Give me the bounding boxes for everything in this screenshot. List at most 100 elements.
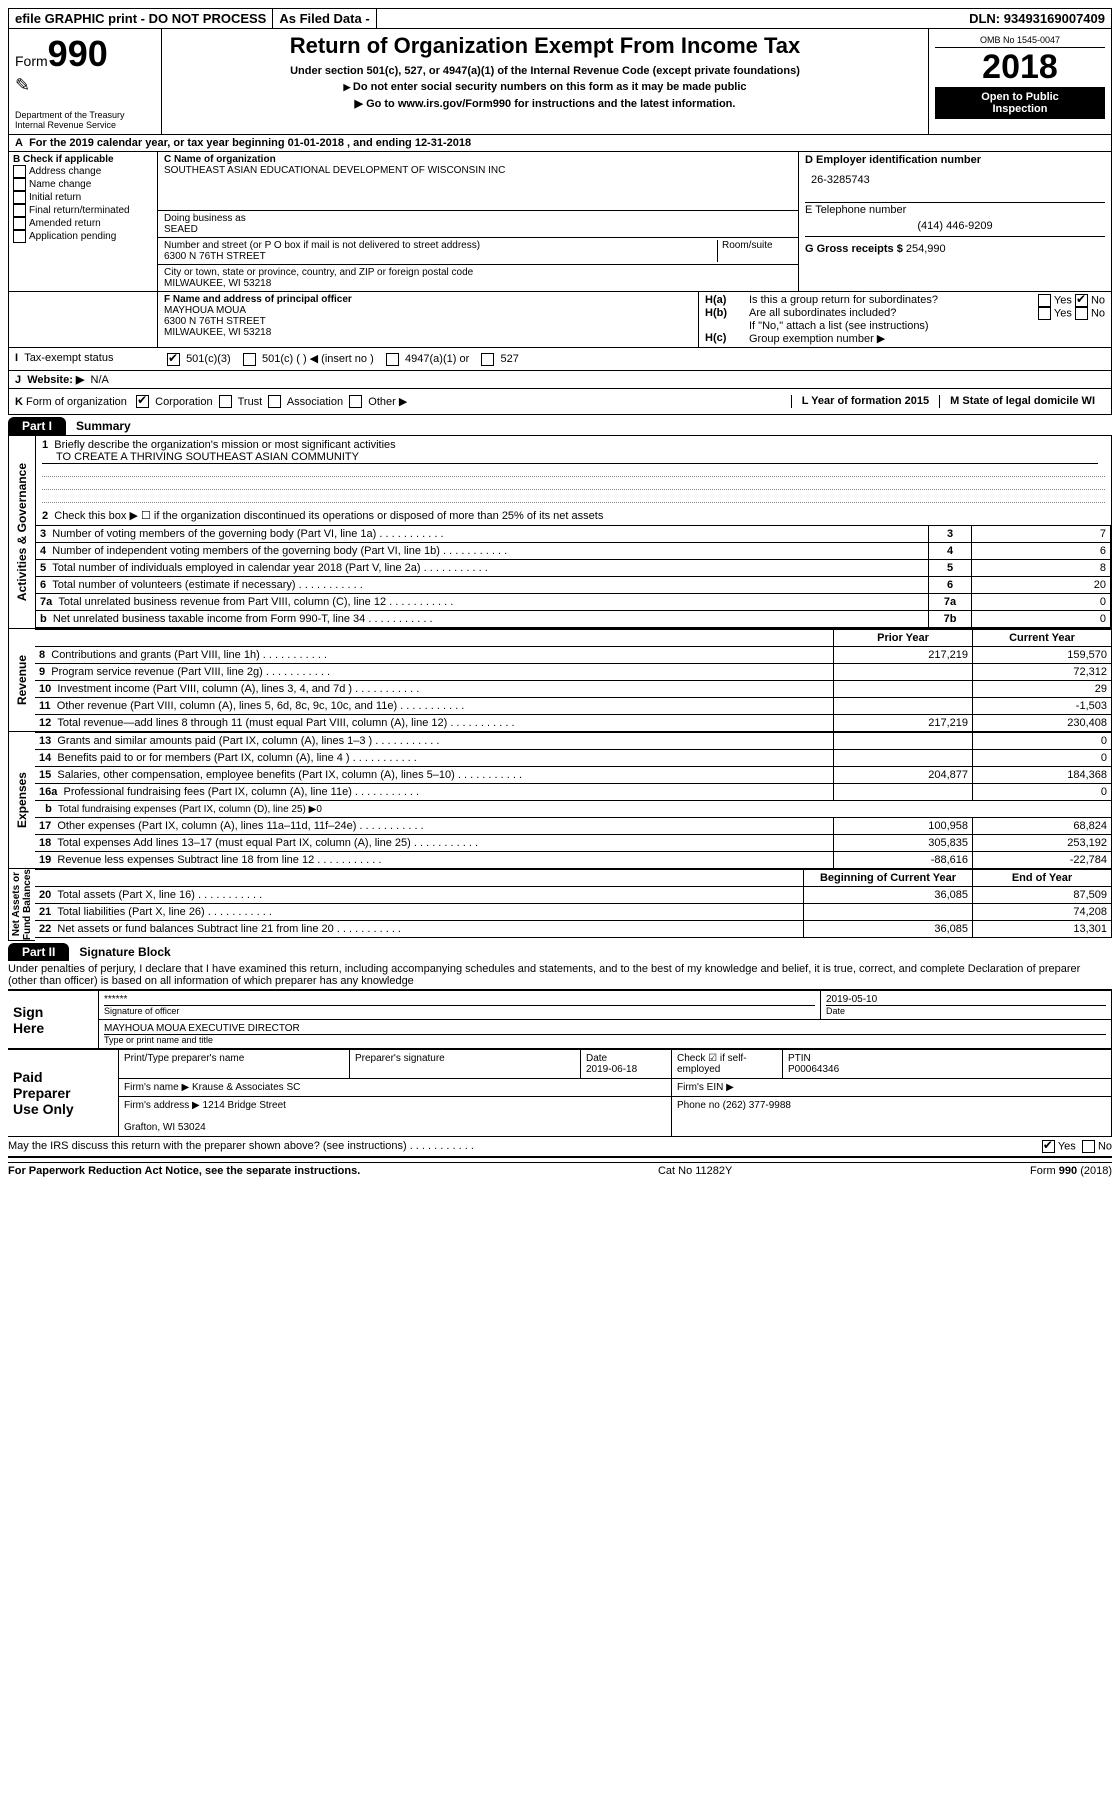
cb-assoc[interactable]: Association [268,396,343,408]
cb-pending[interactable]: Application pending [13,230,153,243]
footer-left: For Paperwork Reduction Act Notice, see … [8,1165,360,1177]
cb-trust[interactable]: Trust [219,396,263,408]
cb-other[interactable]: Other ▶ [349,396,407,408]
cb-initial-return[interactable]: Initial return [13,191,153,204]
box-h: H(a)Is this a group return for subordina… [698,292,1111,347]
gross-receipts: G Gross receipts $ 254,990 [805,243,1105,255]
rev-side-label: Revenue [15,655,29,705]
phone-label: E Telephone number [805,204,1105,216]
city-label: City or town, state or province, country… [164,267,473,278]
officer-addr1: 6300 N 76TH STREET [164,316,266,327]
gov-side-label: Activities & Governance [15,463,29,601]
box-c: C Name of organization SOUTHEAST ASIAN E… [158,152,798,291]
discuss-no[interactable]: No [1082,1140,1112,1153]
net-section: Net Assets or Fund Balances Beginning of… [8,869,1112,941]
line-i: I Tax-exempt status 501(c)(3) 501(c) ( )… [8,348,1112,371]
top-bar: efile GRAPHIC print - DO NOT PROCESS As … [8,8,1112,29]
website-value: N/A [91,374,109,386]
preparer-name-hdr: Print/Type preparer's name [119,1050,350,1079]
dba-value: SEAED [164,224,198,235]
ptin-value: P00064346 [788,1064,839,1075]
self-employed: Check ☑ if self-employed [672,1050,783,1079]
box-deg: D Employer identification number 26-3285… [798,152,1111,291]
part1-title: Summary [66,419,131,433]
hb-no[interactable]: No [1075,307,1105,320]
box-b-title: B Check if applicable [13,154,153,165]
subtitle-2: Do not enter social security numbers on … [168,81,922,93]
omb-number: OMB No 1545-0047 [935,33,1105,48]
cb-501c[interactable]: 501(c) ( ) ◀ (insert no ) [243,353,374,365]
ein-value: 26-3285743 [811,174,1105,186]
open-inspection: Open to Public Inspection [935,87,1105,119]
line-a: A For the 2019 calendar year, or tax yea… [8,135,1112,152]
firm-name-label: Firm's name ▶ [124,1082,189,1093]
org-name: SOUTHEAST ASIAN EDUCATIONAL DEVELOPMENT … [164,165,505,176]
cb-address-change[interactable]: Address change [13,165,153,178]
officer-label: F Name and address of principal officer [164,294,352,305]
sig-label: Signature of officer [104,1005,815,1016]
box-b: B Check if applicable Address change Nam… [9,152,158,291]
discuss-yes[interactable]: Yes [1042,1140,1076,1153]
officer-sig-name-label: Type or print name and title [104,1034,1106,1045]
section-b-g: B Check if applicable Address change Nam… [8,152,1112,292]
officer-name: MAYHOUA MOUA [164,305,246,316]
rev-section: Revenue Prior YearCurrent Year8 Contribu… [8,629,1112,732]
sub3-post: for instructions and the latest informat… [511,98,735,110]
cb-501c3[interactable]: 501(c)(3) [167,353,231,365]
page-footer: For Paperwork Reduction Act Notice, see … [8,1162,1112,1177]
hb-yes[interactable]: Yes [1038,307,1072,320]
sig-date-label: Date [826,1005,1106,1016]
prep-date: 2019-06-18 [586,1064,637,1075]
firm-ein: Firm's EIN ▶ [672,1079,1112,1097]
asfiled-label: As Filed Data - [273,9,376,28]
cb-4947[interactable]: 4947(a)(1) or [386,353,469,365]
sig-redacted: ****** [104,994,815,1005]
form-header: Form990 ✎ Department of the Treasury Int… [8,29,1112,135]
exp-side-label: Expenses [15,772,29,828]
ptin-label: PTIN [788,1053,811,1064]
line-klm: K Form of organization Corporation Trust… [8,389,1112,416]
dln: DLN: 93493169007409 [963,9,1111,28]
firm-phone-label: Phone no [677,1100,723,1111]
line1-label: Briefly describe the organization's miss… [54,439,395,451]
cb-final-return[interactable]: Final return/terminated [13,204,153,217]
cb-name-change[interactable]: Name change [13,178,153,191]
section-f-h: F Name and address of principal officer … [8,292,1112,348]
subtitle-3: ▶ Go to www.irs.gov/Form990 for instruct… [168,97,922,110]
part1-tab: Part I [8,417,66,435]
efile-label: efile GRAPHIC print - DO NOT PROCESS [9,9,273,28]
state-domicile: M State of legal domicile WI [939,395,1105,409]
tax-year: 2018 [935,48,1105,87]
addr-value: 6300 N 76TH STREET [164,251,266,262]
part1-header: Part I Summary [8,417,1112,435]
firm-addr-label: Firm's address ▶ [124,1100,200,1111]
prep-date-label: Date [586,1053,607,1064]
year-formation: L Year of formation 2015 [791,395,939,409]
ha-yes[interactable]: Yes [1038,294,1072,307]
dln-value: 93493169007409 [1004,11,1105,26]
cb-corp[interactable]: Corporation [136,396,213,408]
line-j: J Website: ▶ N/A [8,371,1112,389]
net-table: Beginning of Current YearEnd of Year20 T… [35,869,1112,938]
cb-527[interactable]: 527 [481,353,518,365]
paid-preparer-block: Paid Preparer Use Only Print/Type prepar… [8,1049,1112,1137]
dept-label: Department of the Treasury Internal Reve… [15,110,155,130]
exp-table: 13 Grants and similar amounts paid (Part… [35,732,1112,869]
preparer-sig-hdr: Preparer's signature [350,1050,581,1079]
cb-amended[interactable]: Amended return [13,217,153,230]
discuss-question: May the IRS discuss this return with the… [8,1140,1042,1153]
ein-label: D Employer identification number [805,154,1105,166]
hc-text: Group exemption number ▶ [749,332,885,345]
footer-right: Form 990 (2018) [1030,1165,1112,1177]
subtitle-1: Under section 501(c), 527, or 4947(a)(1)… [168,65,922,77]
header-center: Return of Organization Exempt From Incom… [162,29,928,134]
ha-no[interactable]: No [1075,294,1105,307]
mission-text: TO CREATE A THRIVING SOUTHEAST ASIAN COM… [42,451,1098,464]
tax-status-label: Tax-exempt status [24,352,113,364]
form-title: Return of Organization Exempt From Incom… [168,33,922,59]
irs-link[interactable]: www.irs.gov/Form990 [398,98,511,110]
sig-date: 2019-05-10 [826,994,1106,1005]
header-right: OMB No 1545-0047 2018 Open to Public Ins… [928,29,1111,134]
firm-phone: (262) 377-9988 [723,1100,791,1111]
ha-text: Is this a group return for subordinates? [749,294,1038,307]
